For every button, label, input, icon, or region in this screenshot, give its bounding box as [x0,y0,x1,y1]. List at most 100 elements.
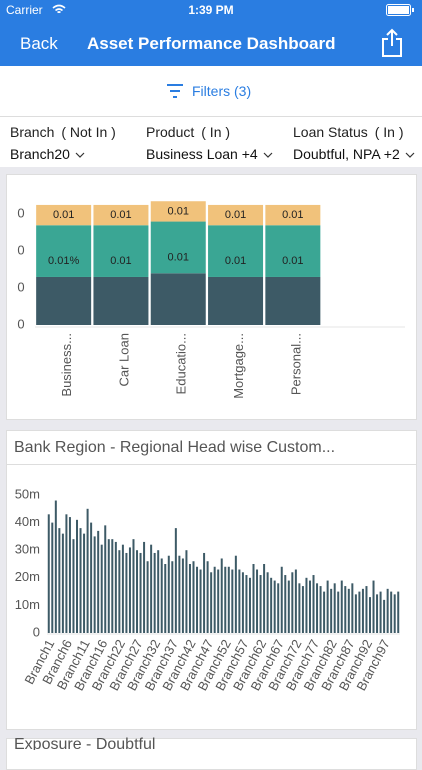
bar [143,541,146,633]
bar [72,539,75,633]
bar [379,591,382,633]
bar [217,569,220,633]
bar [125,552,128,633]
data-label: 0.01 [282,209,303,221]
filters-label: Filters (3) [192,83,252,99]
y-tick-label: 0 [17,316,24,331]
bar-segment [150,273,206,325]
chart-title: Exposure - Doubtful [14,736,155,750]
x-tick-label: Educatio... [174,333,189,394]
nav-bar: Back Asset Performance Dashboard [0,20,422,66]
bar [241,572,244,633]
bar [146,561,149,633]
filter-value[interactable]: Doubtful, NPA +2 [293,146,415,162]
bar [178,555,181,633]
bar [376,594,379,633]
bar-segment [208,225,264,277]
bar [203,552,206,633]
data-label: 0.01 [168,251,189,263]
y-tick-label: 30m [15,542,40,557]
bar [150,544,153,633]
bar [383,599,386,633]
filter-header: Branch ( Not In ) [10,124,116,140]
bar [252,564,255,633]
dropdown-caret [405,152,415,158]
bar-segment [93,225,149,277]
filter-qualifier: ( In ) [201,124,231,140]
bar [231,569,234,633]
y-tick-label: 0 [33,624,40,639]
y-tick-label: 0 [17,243,24,258]
bar [51,522,54,633]
filter-value[interactable]: Business Loan +4 [146,146,273,162]
filter-qualifier: ( In ) [374,124,404,140]
bar [393,594,396,633]
bar [171,561,174,633]
bar [54,500,57,633]
divider [6,464,417,465]
clock: 1:39 PM [188,3,234,17]
bar [354,594,357,633]
bar [333,583,336,633]
bar [68,517,71,633]
bar [136,550,139,633]
filter-value[interactable]: Branch20 [10,146,85,162]
bar [390,591,393,633]
charts: 0 0 0 0 0.01% 0.01 Business... 0.01 0.01 Car Loan… [14,201,405,750]
bar [308,580,311,633]
bar-segment [208,276,264,325]
bar [284,575,287,633]
bar-segment [93,276,149,325]
x-tick-label: Personal... [288,333,303,395]
x-tick-label: Mortgage... [231,333,246,399]
nav-title: Asset Performance Dashboard [87,34,336,53]
filters-bar[interactable]: Filters (3) [0,66,422,117]
dropdown-caret [263,152,273,158]
bar [280,566,283,633]
bar [358,591,361,633]
bar [340,580,343,633]
wifi-icon [52,4,66,14]
y-tick-label: 10m [15,597,40,612]
filter-header: Loan Status ( In ) [293,124,404,140]
back-button[interactable]: Back [20,34,58,53]
bar [114,541,117,633]
bar [386,588,389,633]
bar [248,577,251,633]
bar [273,580,276,633]
y-tick-label: 50m [15,486,40,501]
y-tick-label: 20m [15,569,40,584]
filter-label: Branch [10,124,55,140]
filter-qualifier: ( Not In ) [61,124,116,140]
bar [337,591,340,633]
bar [245,575,248,633]
bar-segment [265,225,321,277]
bar [192,561,195,633]
data-label: 0.01 [225,255,246,267]
bar [326,580,329,633]
bar [291,572,294,633]
bar [323,591,326,633]
bar [368,597,371,633]
bar [188,564,191,633]
x-tick-label: Business... [59,333,74,397]
bar-segment [36,204,92,226]
bar [164,564,167,633]
bar [185,550,188,633]
x-tick-label: Car Loan [116,333,131,386]
bar [132,539,135,633]
bar [319,586,322,633]
y-tick-label: 40m [15,514,40,529]
bar [347,588,350,633]
share-button[interactable] [380,28,404,58]
bar [330,588,333,633]
bar [213,566,216,633]
bar [270,577,273,633]
data-label: 0.01 [110,255,131,267]
bar-segment [150,201,206,222]
bar [181,558,184,633]
y-tick-label: 0 [17,206,24,221]
bar [58,528,61,633]
carrier: Carrier [6,3,43,17]
